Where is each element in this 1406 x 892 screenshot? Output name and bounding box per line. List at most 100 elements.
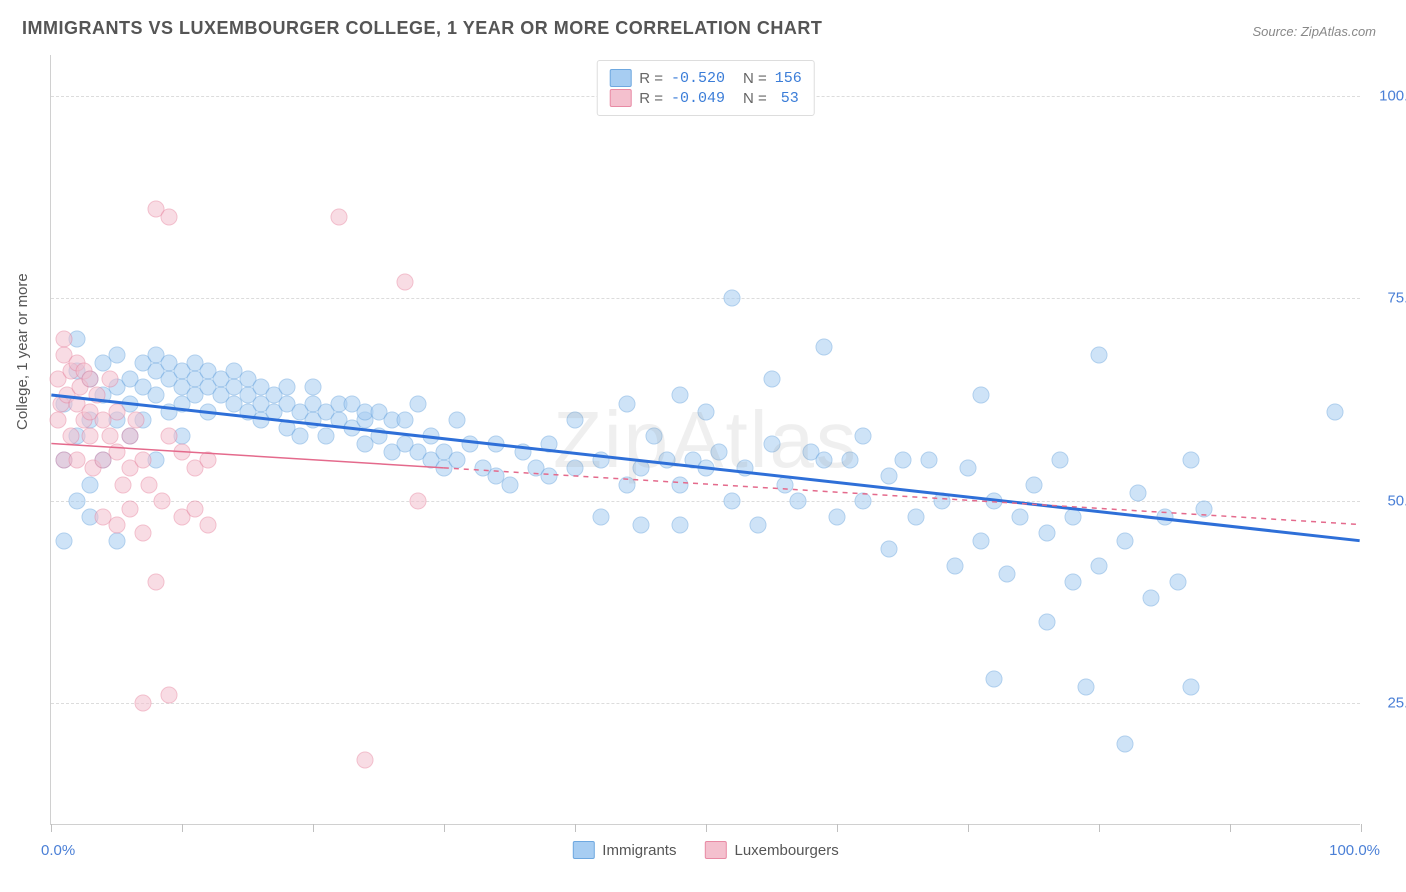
data-point [278,379,295,396]
data-point [946,557,963,574]
n-value-luxembourgers: 53 [781,90,799,107]
data-point [789,492,806,509]
data-point [750,517,767,534]
legend-row-luxembourgers: R = -0.049 N = 53 [609,89,802,107]
data-point [829,509,846,526]
data-point [567,411,584,428]
swatch-luxembourgers [609,89,631,107]
data-point [1091,557,1108,574]
data-point [409,395,426,412]
data-point [593,509,610,526]
data-point [894,452,911,469]
data-point [737,460,754,477]
data-point [1077,679,1094,696]
data-point [1038,525,1055,542]
data-point [960,460,977,477]
data-point [160,427,177,444]
data-point [69,492,86,509]
data-point [815,452,832,469]
data-point [1195,500,1212,517]
data-point [1117,735,1134,752]
data-point [147,387,164,404]
x-tick-mark [1361,824,1362,832]
legend-label-luxembourgers: Luxembourgers [734,842,838,859]
data-point [56,330,73,347]
data-point [933,492,950,509]
x-tick-mark [313,824,314,832]
data-point [82,371,99,388]
x-tick-mark [968,824,969,832]
trendlines [51,55,1360,824]
data-point [82,427,99,444]
series-legend: Immigrants Luxembourgers [572,841,838,859]
data-point [1064,509,1081,526]
data-point [291,427,308,444]
data-point [409,492,426,509]
data-point [1182,452,1199,469]
data-point [698,403,715,420]
chart-title: IMMIGRANTS VS LUXEMBOURGER COLLEGE, 1 YE… [22,18,822,39]
y-tick-label: 50.0% [1370,492,1406,509]
data-point [88,387,105,404]
data-point [881,468,898,485]
data-point [305,379,322,396]
data-point [1143,590,1160,607]
x-tick-mark [444,824,445,832]
data-point [82,476,99,493]
data-point [514,444,531,461]
data-point [815,338,832,355]
data-point [115,476,132,493]
data-point [698,460,715,477]
data-point [973,533,990,550]
data-point [370,427,387,444]
data-point [462,436,479,453]
data-point [121,500,138,517]
r-label: R = [639,90,663,107]
data-point [488,436,505,453]
data-point [1117,533,1134,550]
data-point [842,452,859,469]
gridline [51,298,1360,299]
data-point [200,452,217,469]
data-point [724,492,741,509]
x-tick-mark [1230,824,1231,832]
r-value-immigrants: -0.520 [671,70,725,87]
data-point [973,387,990,404]
data-point [1091,346,1108,363]
data-point [134,452,151,469]
chart-plot-area: ZipAtlas 25.0%50.0%75.0%100.0% R = -0.52… [50,55,1360,825]
data-point [108,346,125,363]
data-point [1025,476,1042,493]
legend-entry-luxembourgers: Luxembourgers [704,841,838,859]
data-point [174,444,191,461]
data-point [540,436,557,453]
data-point [907,509,924,526]
data-point [1012,509,1029,526]
data-point [724,290,741,307]
data-point [49,411,66,428]
data-point [632,460,649,477]
y-tick-label: 25.0% [1370,695,1406,712]
data-point [134,695,151,712]
correlation-legend: R = -0.520 N = 156 R = -0.049 N = 53 [596,60,815,116]
x-tick-mark [51,824,52,832]
y-axis-label: College, 1 year or more [14,273,31,430]
x-tick-mark [837,824,838,832]
data-point [763,371,780,388]
data-point [986,671,1003,688]
swatch-immigrants [572,841,594,859]
data-point [357,752,374,769]
data-point [134,525,151,542]
data-point [999,565,1016,582]
swatch-immigrants [609,69,631,87]
data-point [331,209,348,226]
x-tick-mark [182,824,183,832]
data-point [645,427,662,444]
data-point [200,403,217,420]
data-point [318,427,335,444]
data-point [147,573,164,590]
x-tick-mark [1099,824,1100,832]
data-point [776,476,793,493]
data-point [593,452,610,469]
data-point [154,492,171,509]
